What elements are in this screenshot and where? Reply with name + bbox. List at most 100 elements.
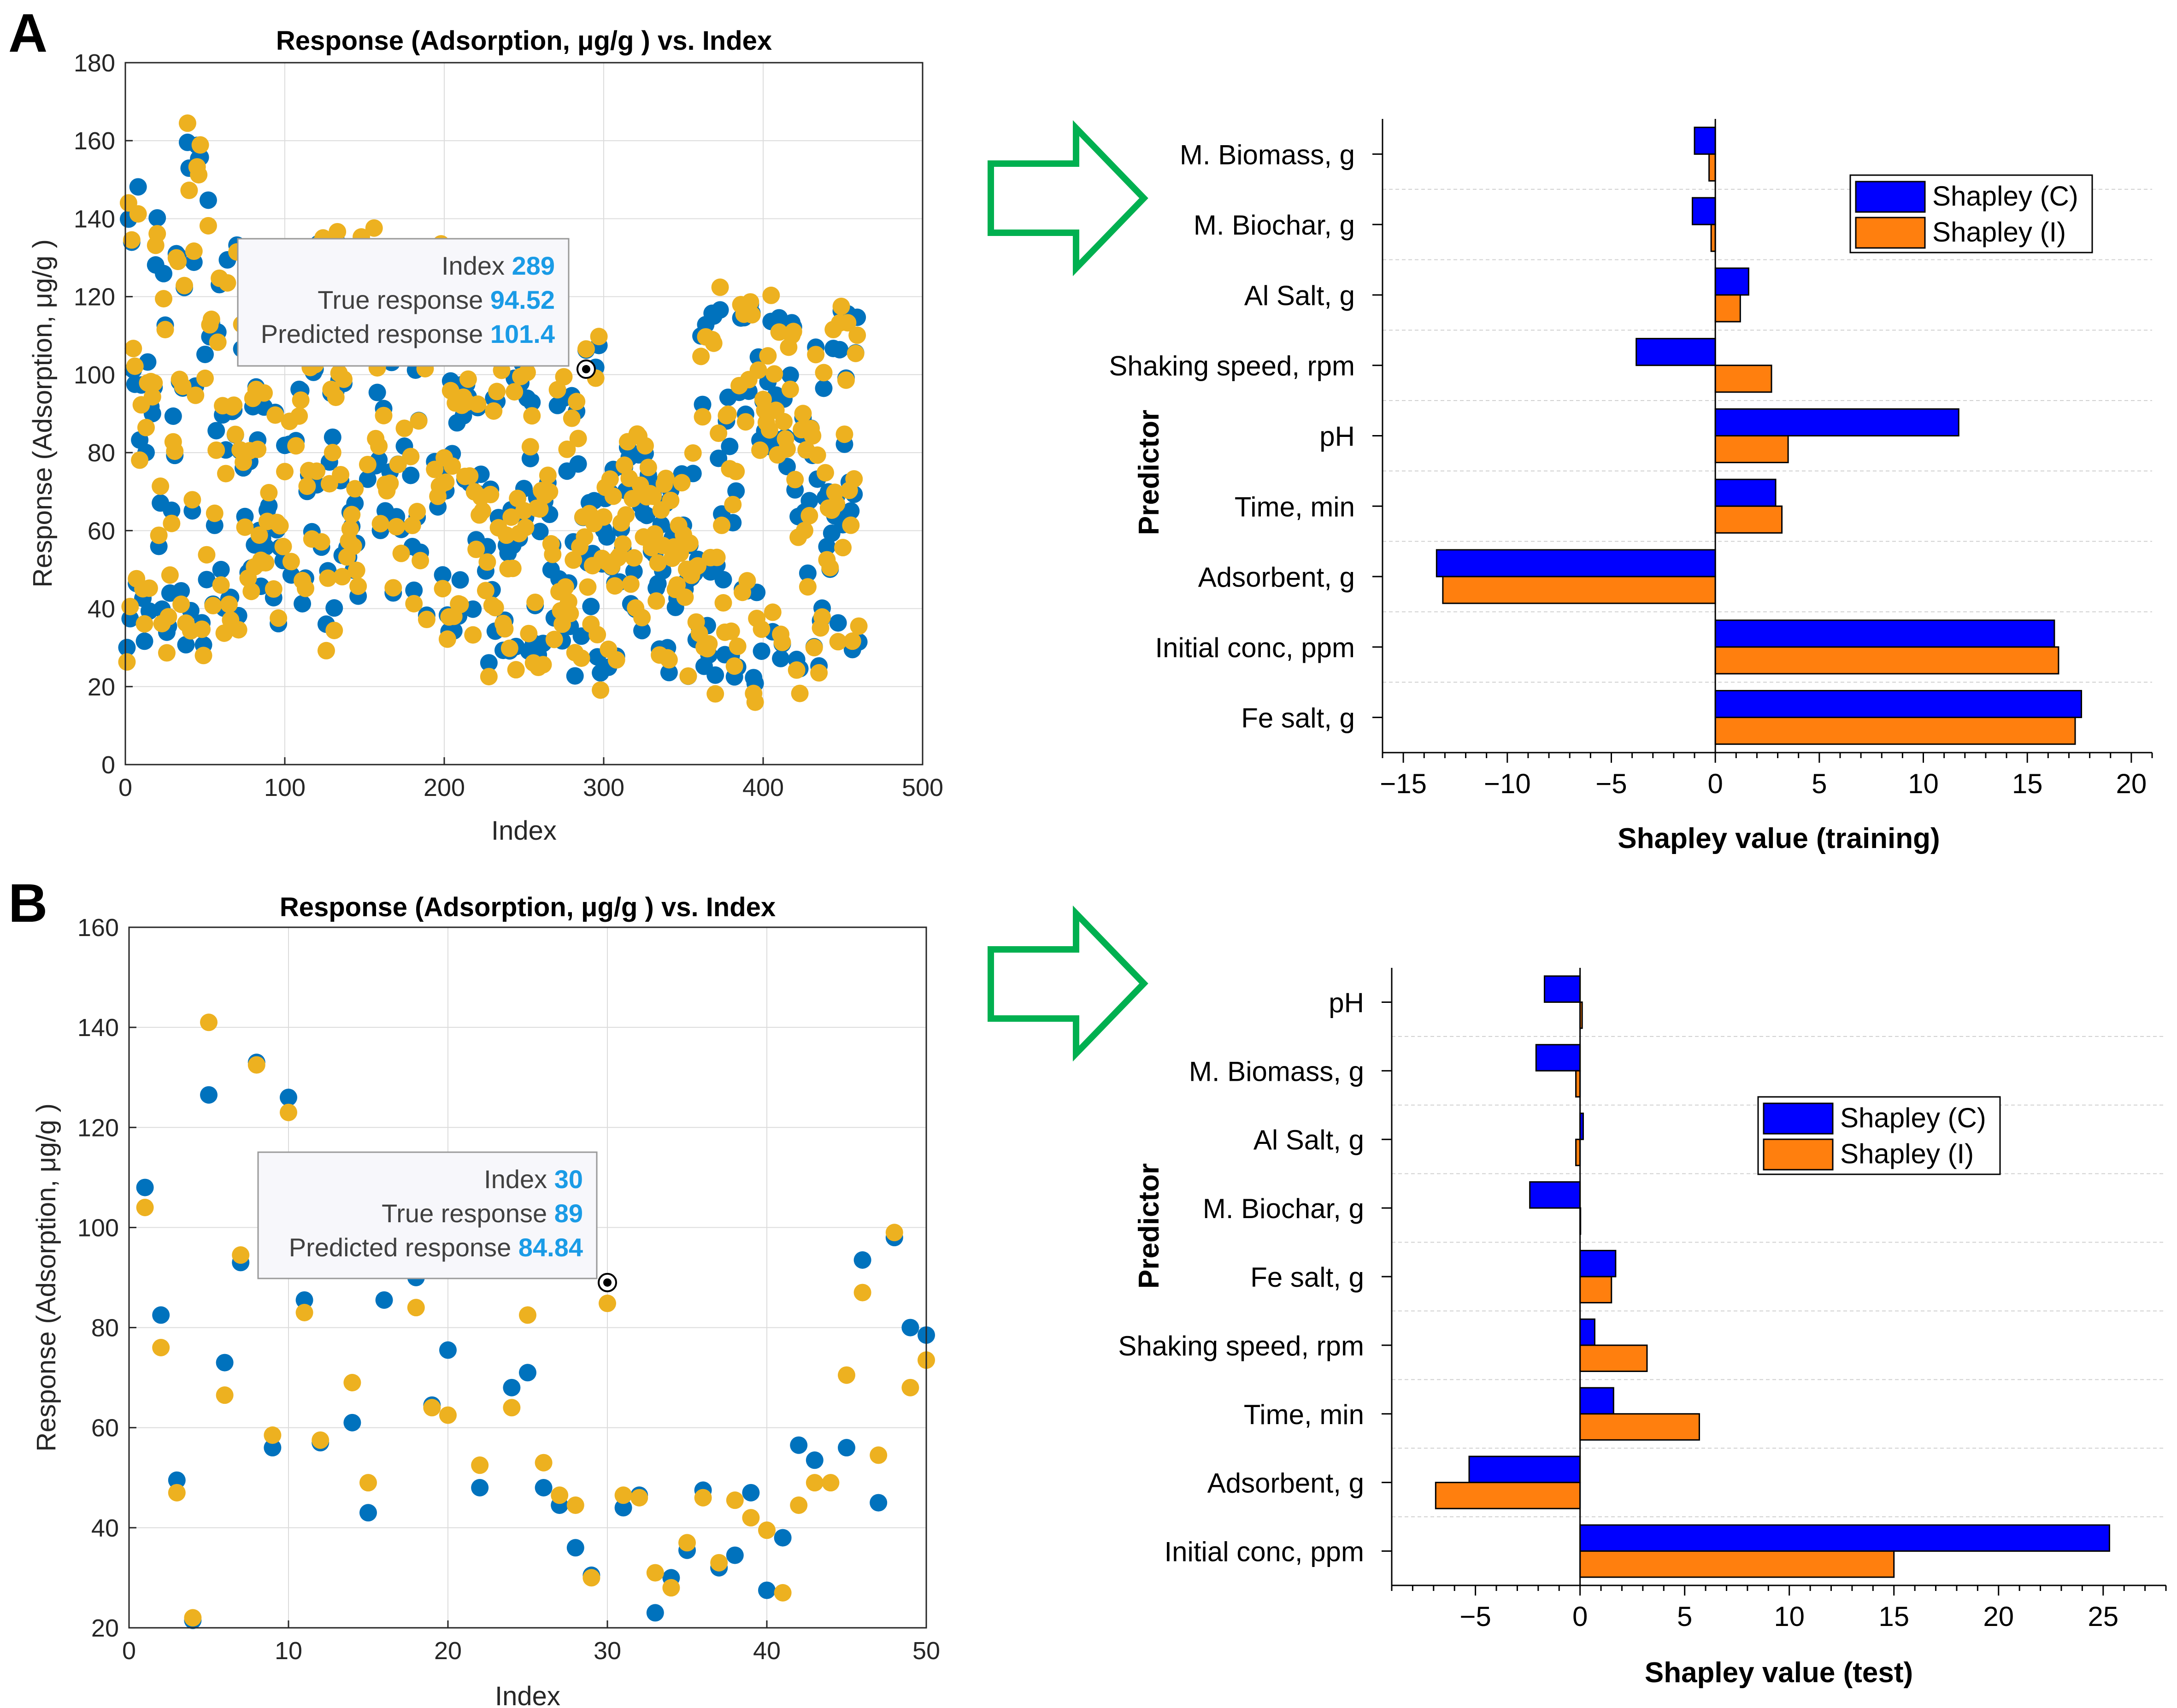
point-predicted — [403, 517, 421, 535]
point-true — [778, 458, 796, 476]
point-predicted — [649, 554, 667, 572]
point-predicted — [215, 624, 233, 642]
x-tick-label: 15 — [2012, 768, 2043, 799]
point-true — [434, 566, 452, 584]
bar-shapley-i — [1442, 576, 1716, 604]
point-predicted — [443, 457, 461, 475]
point-predicted — [395, 419, 413, 437]
point-true — [451, 571, 469, 589]
point-predicted — [260, 484, 278, 502]
scatter-chart-a: 0 100 200 300 400 500 0 20 40 60 80 100 120 140 160 180… — [28, 26, 943, 846]
datatip-row: Index 289 — [441, 251, 555, 280]
x-tick-label: 5 — [1812, 768, 1827, 799]
point-predicted — [148, 225, 166, 243]
point-predicted — [423, 1399, 441, 1417]
point-predicted — [152, 477, 170, 495]
y-axis-label: Predictor — [1133, 1163, 1165, 1289]
point-true — [901, 1319, 919, 1337]
category-label: Adsorbent, g — [1198, 562, 1355, 593]
point-predicted — [548, 381, 566, 399]
point-true — [727, 482, 745, 500]
bar-chart-a: M. Biomass, g M. Biochar, g Al Salt, g Shak… — [1109, 119, 2153, 854]
point-predicted — [335, 370, 353, 388]
chart-title: Response (Adsorption, μg/g ) vs. Index — [280, 892, 776, 922]
point-true — [198, 571, 216, 589]
point-predicted — [392, 544, 410, 562]
datatip-label: Index — [484, 1165, 554, 1194]
point-predicted — [816, 464, 834, 482]
point-predicted — [722, 622, 740, 640]
point-predicted — [485, 402, 503, 420]
point-true — [790, 1436, 808, 1454]
point-predicted — [539, 466, 557, 484]
category-label: pH — [1319, 421, 1355, 452]
point-true — [324, 428, 341, 446]
bar-shapley-i — [1579, 1550, 1895, 1578]
point-predicted — [520, 624, 538, 642]
point-predicted — [617, 506, 635, 524]
point-predicted — [551, 1486, 569, 1504]
legend-swatch — [1855, 217, 1926, 249]
point-predicted — [359, 455, 377, 473]
data-points — [136, 1013, 935, 1629]
point-predicted — [178, 114, 196, 132]
point-predicted — [885, 1224, 903, 1242]
point-predicted — [137, 418, 155, 436]
datatip-label: Predicted response — [261, 319, 490, 348]
point-true — [831, 341, 849, 359]
point-predicted — [681, 534, 699, 552]
x-tick-label: 10 — [275, 1637, 302, 1665]
bar-chart-b: pH M. Biomass, g Al Salt, g M. Biochar, g Fe… — [1118, 968, 2167, 1689]
category-label: Fe salt, g — [1241, 703, 1355, 734]
category-label: M. Biochar, g — [1194, 210, 1355, 241]
point-predicted — [344, 537, 362, 555]
point-predicted — [226, 425, 244, 443]
bar-shapley-c — [1714, 478, 1777, 507]
x-axis-label: Index — [491, 816, 557, 846]
point-predicted — [255, 384, 273, 402]
point-predicted — [794, 405, 812, 423]
plot-frame — [124, 62, 924, 766]
point-predicted — [408, 503, 426, 521]
point-true — [799, 564, 817, 582]
point-predicted — [821, 559, 839, 577]
point-true — [569, 455, 587, 473]
x-tick-label: 40 — [753, 1637, 781, 1665]
point-predicted — [359, 1474, 377, 1492]
point-predicted — [713, 516, 731, 534]
bar-shapley-i — [1714, 717, 2076, 745]
point-predicted — [381, 474, 399, 492]
tick-labels: 0 100 200 300 400 500 0 20 40 60 80 100 120 140 160 180 — [74, 49, 943, 801]
point-true — [168, 1471, 186, 1489]
y-tick-label: 80 — [91, 1314, 119, 1342]
point-predicted — [464, 626, 482, 644]
y-tick-label: 40 — [88, 595, 115, 623]
point-true — [359, 1504, 377, 1522]
point-predicted — [467, 541, 485, 559]
point-predicted — [174, 377, 192, 395]
x-tick-label: 0 — [122, 1637, 136, 1665]
x-tick-label: 15 — [1878, 1601, 1909, 1632]
bar-shapley-i — [1435, 1482, 1581, 1509]
point-predicted — [622, 575, 640, 593]
x-tick-label: −15 — [1380, 768, 1427, 799]
point-predicted — [788, 661, 806, 679]
point-predicted — [163, 514, 181, 532]
point-predicted — [639, 459, 657, 477]
point-true — [295, 1291, 313, 1309]
x-tick-label: −5 — [1595, 768, 1627, 799]
category-label: Time, min — [1244, 1399, 1364, 1430]
point-predicted — [191, 136, 209, 154]
category-label: Time, min — [1235, 491, 1355, 522]
point-predicted — [760, 421, 778, 439]
point-predicted — [808, 446, 826, 464]
point-predicted — [786, 471, 804, 489]
x-tick-label: 400 — [742, 774, 784, 801]
point-predicted — [295, 1304, 313, 1321]
point-predicted — [576, 528, 594, 546]
point-predicted — [614, 535, 632, 553]
green-arrow-icon-a — [988, 120, 1148, 277]
point-true — [818, 538, 836, 556]
point-true — [772, 649, 790, 667]
point-predicted — [410, 412, 428, 430]
